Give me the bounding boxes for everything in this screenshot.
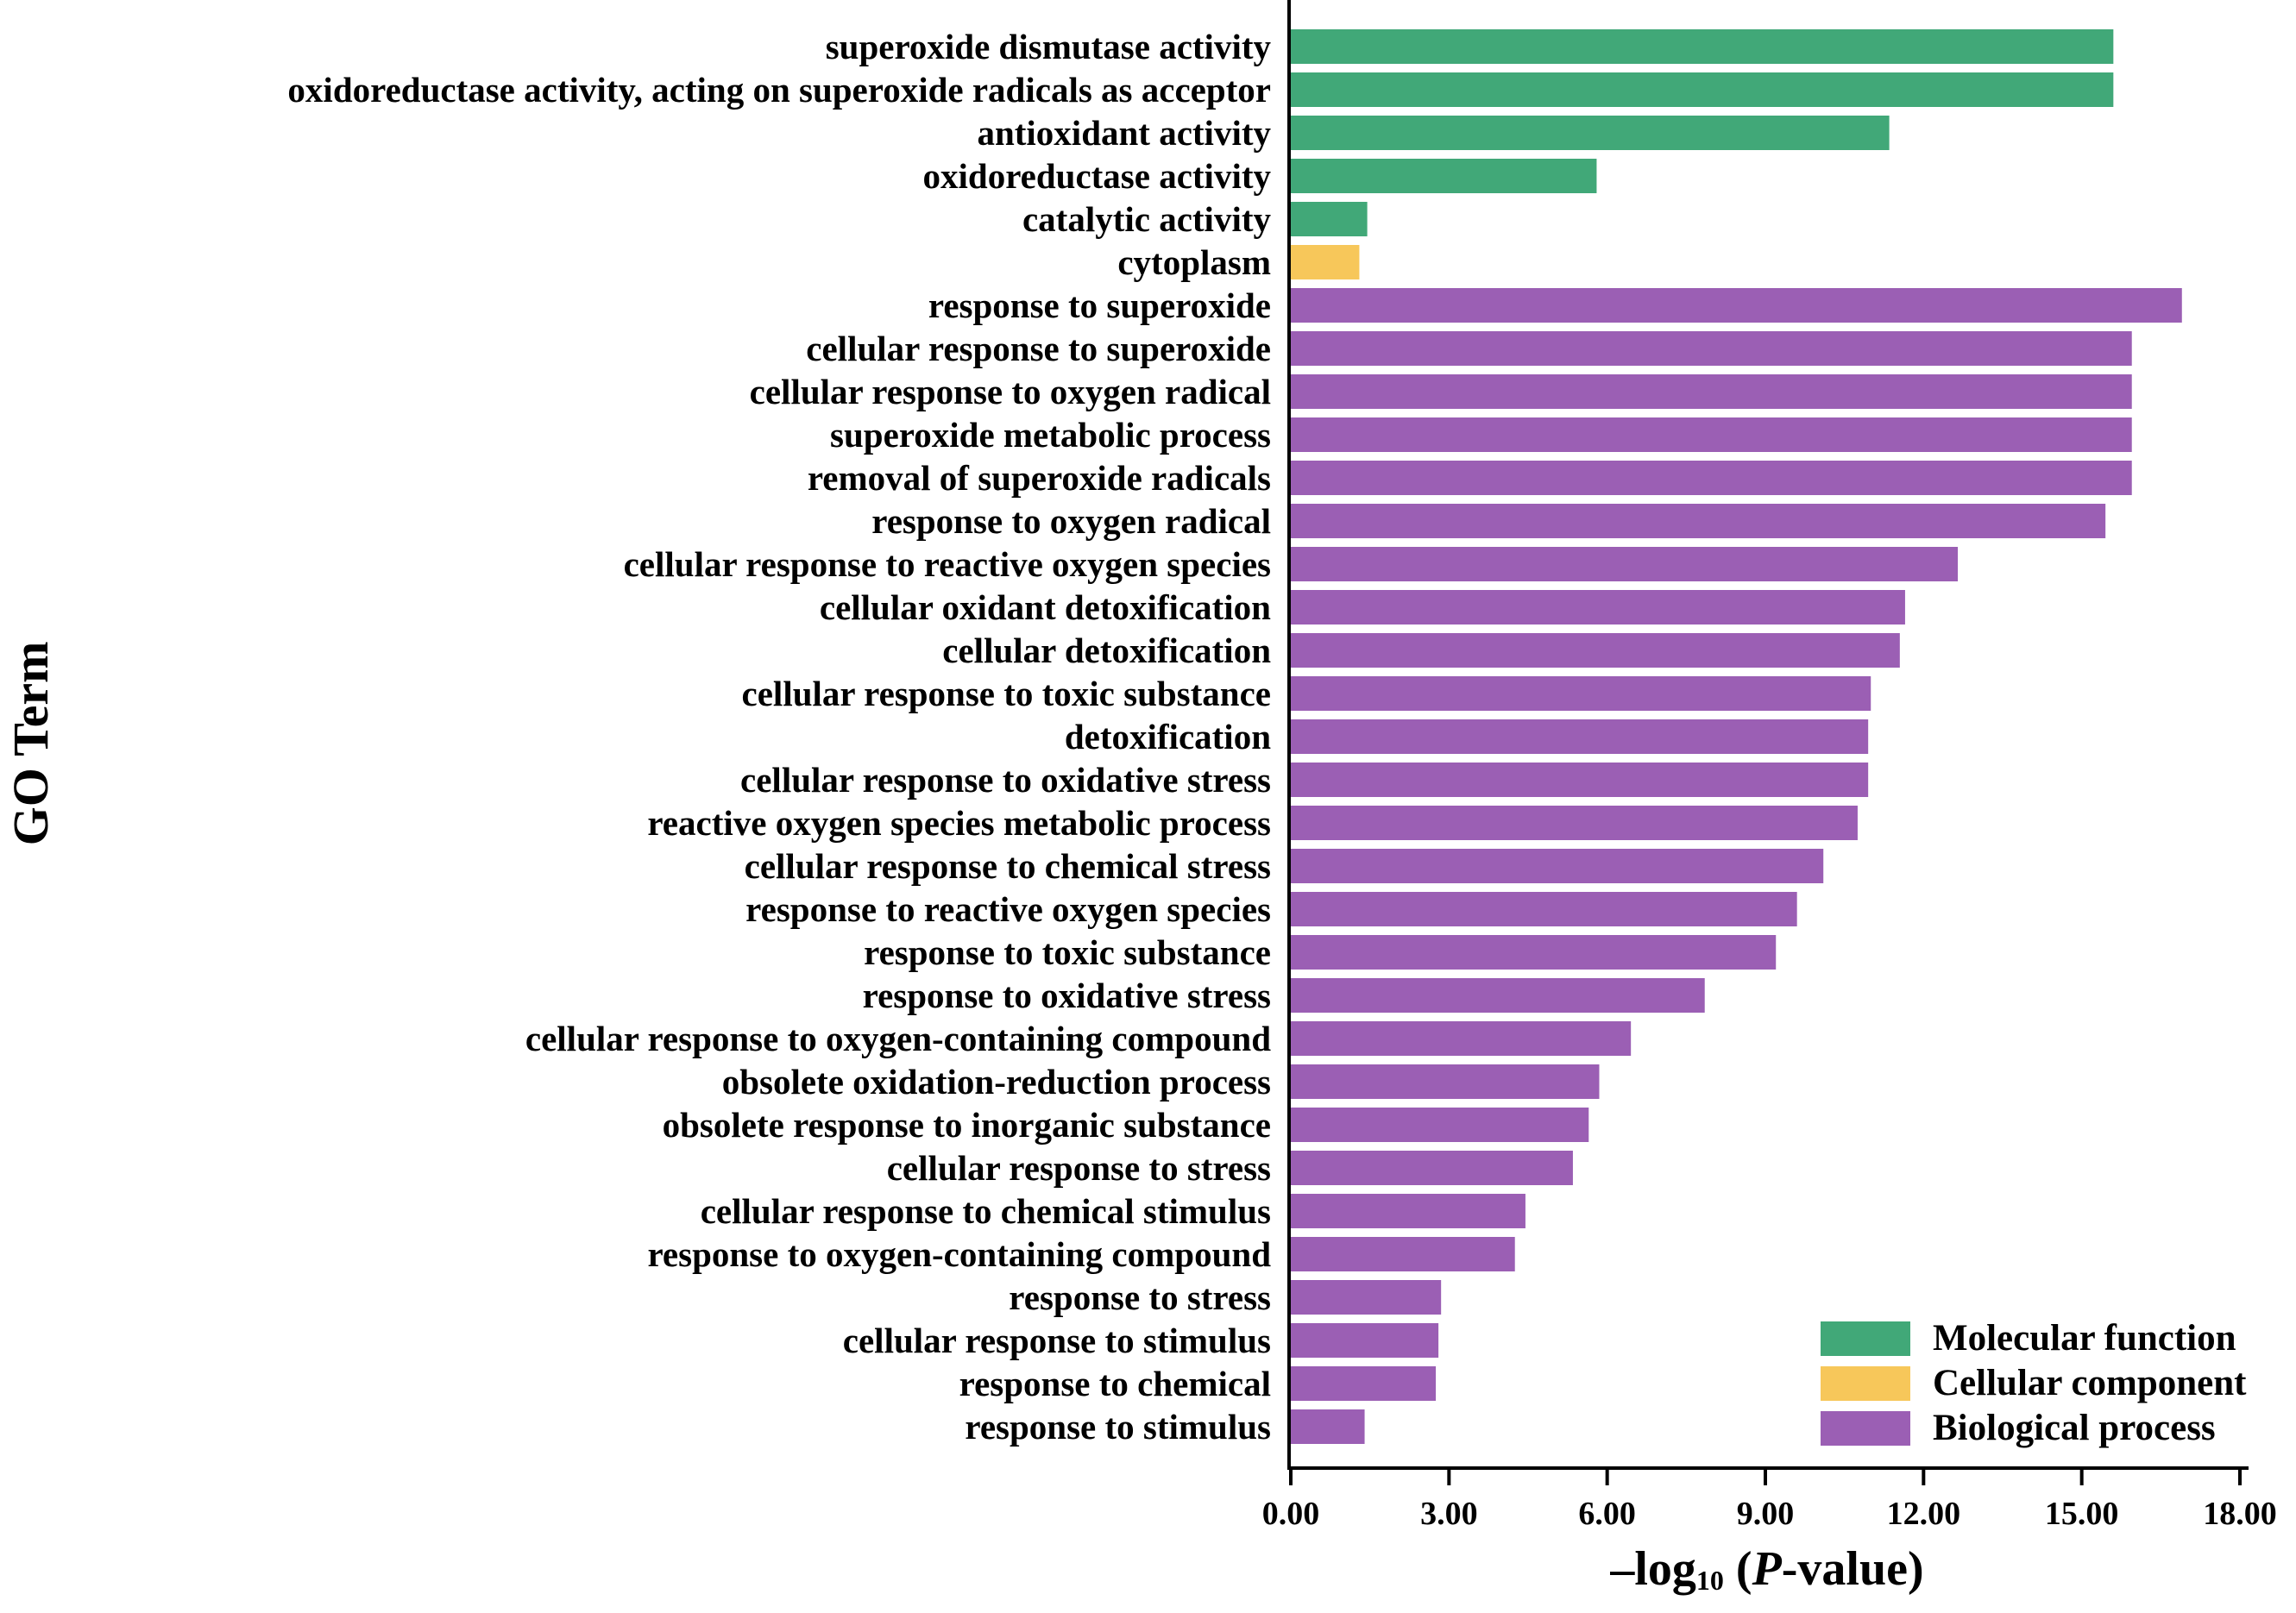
term-label-response-to-toxic-substance: response to toxic substance bbox=[864, 932, 1271, 972]
term-label-cellular-response-to-chemical-stress: cellular response to chemical stress bbox=[745, 846, 1271, 886]
bar-cellular-response-to-toxic-substance bbox=[1291, 676, 1871, 711]
bar-catalytic-activity bbox=[1291, 202, 1368, 236]
bar-obsolete-response-to-inorganic-substance bbox=[1291, 1108, 1589, 1142]
bar-cellular-response-to-oxidative-stress bbox=[1291, 763, 1869, 797]
bar-cellular-response-to-oxygen-radical bbox=[1291, 374, 2132, 409]
legend-label-bp: Biological process bbox=[1933, 1408, 2216, 1448]
x-axis-title-prefix: –log bbox=[1609, 1542, 1696, 1596]
x-tick-label: 6.00 bbox=[1578, 1496, 1636, 1532]
x-axis-title-italic: P bbox=[1752, 1542, 1783, 1596]
bar-cytoplasm bbox=[1291, 245, 1360, 279]
term-label-cytoplasm: cytoplasm bbox=[1117, 242, 1271, 282]
bar-cellular-response-to-stress bbox=[1291, 1151, 1573, 1185]
legend-swatch-cc bbox=[1821, 1366, 1910, 1401]
legend-swatch-mf bbox=[1821, 1321, 1910, 1356]
term-label-oxidoreductase-activity: oxidoreductase activity bbox=[923, 156, 1272, 196]
bar-cellular-response-to-reactive-oxygen-species bbox=[1291, 547, 1959, 581]
term-label-antioxidant-activity: antioxidant activity bbox=[977, 113, 1271, 153]
term-label-cellular-response-to-reactive-oxygen-species: cellular response to reactive oxygen spe… bbox=[624, 544, 1271, 584]
bar-response-to-toxic-substance bbox=[1291, 935, 1777, 970]
x-axis-title-suffix: -value) bbox=[1782, 1542, 1924, 1596]
term-label-cellular-response-to-superoxide: cellular response to superoxide bbox=[806, 329, 1271, 368]
term-label-cellular-response-to-toxic-substance: cellular response to toxic substance bbox=[742, 674, 1271, 713]
term-label-cellular-response-to-stimulus: cellular response to stimulus bbox=[843, 1321, 1271, 1360]
term-label-cellular-response-to-stress: cellular response to stress bbox=[887, 1148, 1271, 1188]
y-axis-title: GO Term bbox=[3, 642, 59, 846]
bar-response-to-oxidative-stress bbox=[1291, 978, 1705, 1013]
bar-removal-of-superoxide-radicals bbox=[1291, 461, 2132, 495]
bar-detoxification bbox=[1291, 719, 1869, 754]
term-label-response-to-oxygen-containing-compound: response to oxygen-containing compound bbox=[647, 1234, 1271, 1274]
legend-label-cc: Cellular component bbox=[1933, 1363, 2247, 1403]
bar-cellular-detoxification bbox=[1291, 633, 1900, 668]
legend-swatch-bp bbox=[1821, 1411, 1910, 1446]
term-label-response-to-chemical: response to chemical bbox=[959, 1364, 1271, 1403]
bar-cellular-response-to-stimulus bbox=[1291, 1323, 1439, 1358]
term-label-cellular-response-to-chemical-stimulus: cellular response to chemical stimulus bbox=[701, 1191, 1271, 1231]
term-label-response-to-oxygen-radical: response to oxygen radical bbox=[871, 501, 1271, 541]
legend-label-mf: Molecular function bbox=[1933, 1318, 2236, 1359]
term-label-group: superoxide dismutase activity oxidoreduct… bbox=[287, 27, 1271, 1447]
x-axis-title-paren: ( bbox=[1724, 1542, 1752, 1596]
x-tick-label: 9.00 bbox=[1737, 1496, 1795, 1532]
bar-cellular-response-to-chemical-stimulus bbox=[1291, 1194, 1525, 1228]
term-label-superoxide-metabolic-process: superoxide metabolic process bbox=[830, 415, 1271, 455]
bar-reactive-oxygen-species-metabolic-process bbox=[1291, 806, 1858, 840]
x-tick-label: 0.00 bbox=[1262, 1496, 1320, 1532]
term-label-cellular-oxidant-detoxification: cellular oxidant detoxification bbox=[820, 587, 1271, 627]
term-label-cellular-response-to-oxidative-stress: cellular response to oxidative stress bbox=[740, 760, 1271, 800]
bar-response-to-superoxide bbox=[1291, 288, 2182, 323]
term-label-cellular-response-to-oxygen-containing-compound: cellular response to oxygen-containing c… bbox=[525, 1019, 1271, 1058]
bar-response-to-stress bbox=[1291, 1280, 1442, 1315]
term-label-catalytic-activity: catalytic activity bbox=[1022, 199, 1272, 239]
term-label-response-to-stress: response to stress bbox=[1009, 1277, 1271, 1317]
bar-response-to-stimulus bbox=[1291, 1409, 1365, 1444]
bar-cellular-response-to-superoxide bbox=[1291, 331, 2132, 366]
x-axis-title: –log10 (P-value) bbox=[1609, 1542, 1923, 1596]
term-label-response-to-stimulus: response to stimulus bbox=[965, 1407, 1271, 1447]
bar-cellular-oxidant-detoxification bbox=[1291, 590, 1905, 624]
bar-response-to-oxygen-radical bbox=[1291, 504, 2106, 538]
bar-response-to-chemical bbox=[1291, 1366, 1437, 1401]
bar-superoxide-metabolic-process bbox=[1291, 417, 2132, 452]
term-label-removal-of-superoxide-radicals: removal of superoxide radicals bbox=[808, 458, 1271, 498]
x-tick-label: 3.00 bbox=[1420, 1496, 1478, 1532]
term-label-detoxification: detoxification bbox=[1065, 717, 1271, 756]
bar-obsolete-oxidation-reduction-process bbox=[1291, 1064, 1600, 1099]
term-label-obsolete-oxidation-reduction-process: obsolete oxidation-reduction process bbox=[722, 1062, 1271, 1101]
x-tick-label: 12.00 bbox=[1887, 1496, 1961, 1532]
x-tick-group: 0.00 3.00 6.00 9.00 12.00 15.00 18.00 bbox=[1262, 1468, 2277, 1532]
x-axis-title-subscript: 10 bbox=[1696, 1565, 1724, 1596]
term-label-superoxide-dismutase-activity: superoxide dismutase activity bbox=[826, 27, 1272, 66]
bar-cellular-response-to-chemical-stress bbox=[1291, 849, 1824, 883]
bar-superoxide-dismutase-activity bbox=[1291, 29, 2114, 64]
x-tick-label: 18.00 bbox=[2203, 1496, 2277, 1532]
bar-antioxidant-activity bbox=[1291, 116, 1890, 150]
term-label-response-to-reactive-oxygen-species: response to reactive oxygen species bbox=[745, 889, 1271, 929]
bar-oxidoreductase-activity bbox=[1291, 159, 1597, 193]
bar-response-to-oxygen-containing-compound bbox=[1291, 1237, 1515, 1271]
term-label-response-to-oxidative-stress: response to oxidative stress bbox=[863, 976, 1271, 1015]
bar-response-to-reactive-oxygen-species bbox=[1291, 892, 1797, 926]
term-label-cellular-detoxification: cellular detoxification bbox=[942, 631, 1271, 670]
term-label-reactive-oxygen-species-metabolic-process: reactive oxygen species metabolic proces… bbox=[647, 803, 1271, 843]
term-label-cellular-response-to-oxygen-radical: cellular response to oxygen radical bbox=[750, 372, 1271, 411]
term-label-obsolete-response-to-inorganic-substance: obsolete response to inorganic substance bbox=[663, 1105, 1271, 1145]
bar-oxidoreductase-activity-acting-on-superoxide-radicals-as-acceptor bbox=[1291, 72, 2114, 107]
x-tick-label: 15.00 bbox=[2045, 1496, 2119, 1532]
bar-cellular-response-to-oxygen-containing-compound bbox=[1291, 1021, 1632, 1056]
bar-group bbox=[1291, 29, 2182, 1444]
term-label-oxidoreductase-activity-acting-on-superoxide-radicals-as-acceptor: oxidoreductase activity, acting on super… bbox=[287, 70, 1271, 110]
term-label-response-to-superoxide: response to superoxide bbox=[928, 286, 1271, 325]
